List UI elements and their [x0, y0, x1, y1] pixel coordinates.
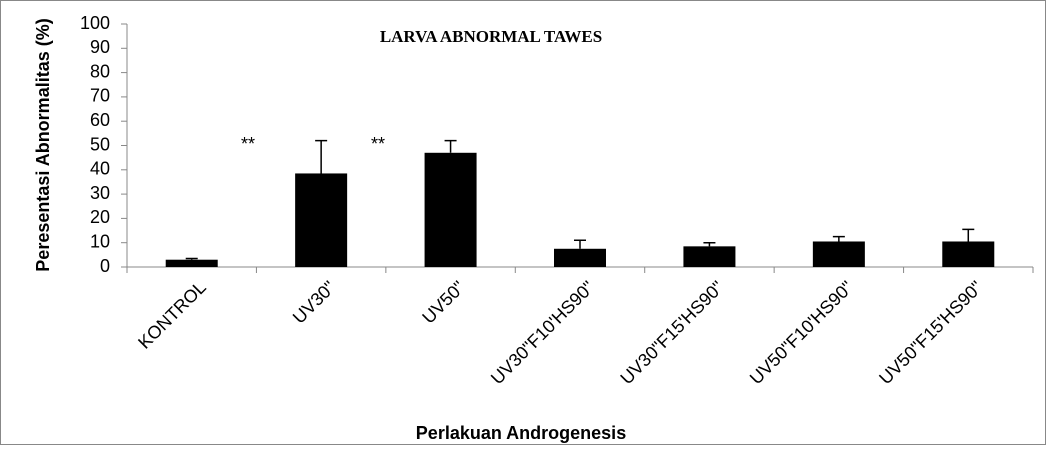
x-tick-label: KONTROL [134, 277, 210, 353]
bar [165, 259, 218, 267]
error-bar [962, 228, 975, 242]
x-axis-title: Perlakuan Androgenesis [416, 423, 626, 443]
error-bar [832, 235, 845, 242]
x-tick-label: UV50"F10'HS90" [746, 277, 857, 388]
y-tick-label: 100 [80, 13, 110, 33]
x-tick-label: UV30"F15'HS90" [616, 277, 727, 388]
y-axis-title: Peresentasi Abnormalitas (%) [33, 18, 53, 271]
error-bar [185, 257, 198, 260]
error-bar [444, 139, 457, 153]
error-bar [703, 241, 716, 247]
y-tick-label: 50 [90, 134, 110, 154]
x-tick-label: UV30"F10'HS90" [487, 277, 598, 388]
y-tick-label: 20 [90, 207, 110, 227]
y-tick-label: 0 [100, 256, 110, 276]
bar [554, 248, 606, 267]
bar [295, 173, 348, 267]
x-tick-label: UV50" [418, 277, 469, 328]
annotation: ** [241, 134, 255, 154]
bar [424, 152, 477, 267]
x-tick-label: UV30" [289, 277, 340, 328]
chart-title: LARVA ABNORMAL TAWES [380, 27, 602, 46]
x-tick-label: UV50"F15'HS90" [875, 277, 986, 388]
y-tick-label: 60 [90, 110, 110, 130]
error-bar [574, 239, 586, 249]
error-bar [315, 139, 328, 174]
y-tick-label: 90 [90, 37, 110, 57]
bar [683, 246, 736, 267]
y-tick-label: 10 [90, 231, 110, 251]
y-tick-label: 40 [90, 159, 110, 179]
bar [812, 241, 865, 267]
y-tick-label: 80 [90, 61, 110, 81]
annotation: ** [371, 134, 385, 154]
y-tick-label: 70 [90, 86, 110, 106]
bar [942, 241, 995, 267]
y-tick-label: 30 [90, 183, 110, 203]
